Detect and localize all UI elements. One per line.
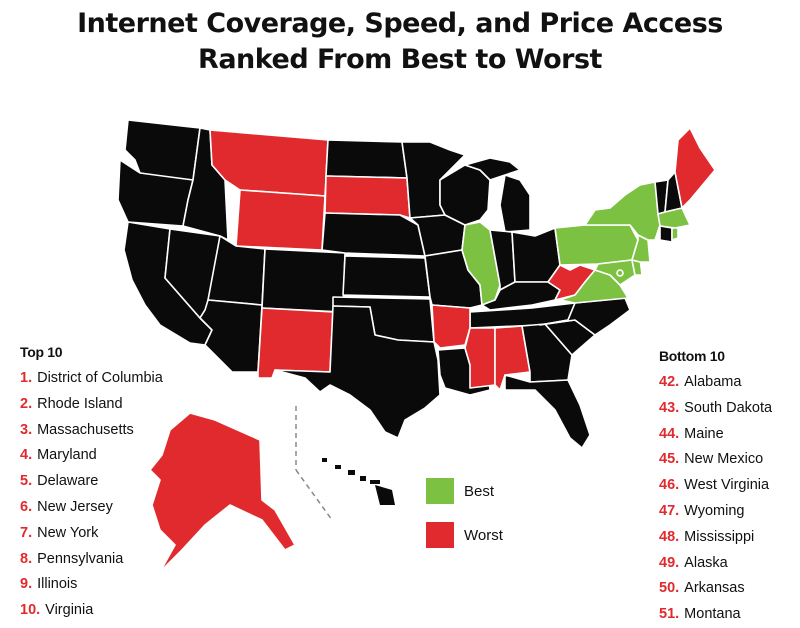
state-connecticut (659, 225, 673, 243)
list-item: 46. West Virginia (659, 477, 770, 494)
state-north-dakota (325, 139, 408, 179)
state-north-carolina (539, 297, 631, 336)
legend-label-best: Best (464, 483, 495, 500)
state-pennsylvania (554, 224, 639, 266)
list-item: 6. New Jersey (20, 498, 113, 515)
legend-swatch-best (426, 478, 454, 504)
state-michigan-lower (499, 174, 531, 233)
list-item: 10. Virginia (20, 602, 94, 619)
list-item: 8. Pennsylvania (20, 550, 124, 567)
list-item: 1. District of Columbia (20, 370, 163, 386)
bottom-10-heading: Bottom 10 (659, 348, 725, 364)
list-item: 51. Montana (659, 606, 741, 623)
list-item: 50. Arkansas (659, 580, 745, 597)
legend-swatch-worst (426, 522, 454, 548)
list-item: 5. Delaware (20, 473, 99, 490)
list-item: 4. Maryland (20, 447, 97, 464)
list-item: 2. Rhode Island (20, 395, 123, 412)
list-item: 49. Alaska (659, 554, 728, 571)
list-item: 3. Massachusetts (20, 421, 134, 438)
state-mississippi (464, 327, 496, 389)
state-wisconsin (439, 164, 491, 226)
top-10-list: Top 10 1. District of Columbia 2. Rhode Is… (20, 344, 163, 624)
list-item: 44. Maine (659, 425, 724, 442)
list-item: 43. South Dakota (659, 399, 773, 416)
state-district-of-columbia (616, 269, 624, 277)
list-item: 48. Mississippi (659, 528, 755, 545)
state-nebraska (321, 212, 426, 257)
state-south-dakota (324, 175, 411, 219)
state-michigan-upper (464, 157, 521, 181)
list-item: 7. New York (20, 524, 99, 541)
list-item: 42. Alabama (659, 374, 742, 390)
state-hawaii (322, 458, 395, 505)
state-florida (504, 374, 591, 449)
title-line-1: Internet Coverage, Speed, and Price Acce… (77, 8, 723, 39)
state-maine (674, 127, 716, 209)
list-item: 9. Illinois (20, 576, 78, 593)
state-rhode-island (671, 227, 679, 241)
separator-dashed-diagonal (295, 469, 333, 521)
state-kansas (342, 255, 431, 298)
title-line-2: Ranked From Best to Worst (198, 44, 602, 75)
state-new-mexico (257, 307, 334, 379)
state-montana (209, 129, 329, 197)
page-title: Internet Coverage, Speed, and Price Acce… (0, 6, 800, 78)
bottom-10-list: Bottom 10 42. Alabama 43. South Dakota 44.… (659, 348, 772, 628)
top-10-heading: Top 10 (20, 344, 63, 360)
state-wyoming (235, 189, 326, 251)
list-item: 45. New Mexico (659, 451, 764, 468)
legend-label-worst: Worst (464, 527, 503, 544)
list-item: 47. Wyoming (659, 502, 745, 519)
state-texas (274, 305, 441, 439)
state-arizona (199, 299, 263, 373)
state-arkansas (431, 304, 471, 349)
state-alaska (149, 412, 296, 573)
